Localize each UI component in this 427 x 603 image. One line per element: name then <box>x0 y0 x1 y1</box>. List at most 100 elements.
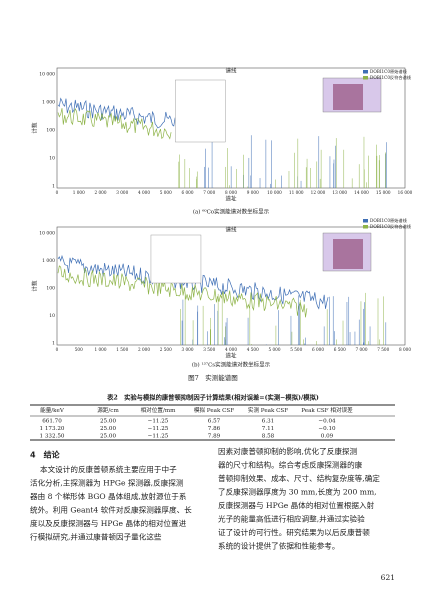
table-cell: 25.00 <box>100 426 116 432</box>
chart-title: 谱线 <box>225 67 237 75</box>
figure-caption: (b) ¹³⁷Cs实测能谱对数坐标显示 <box>192 361 271 369</box>
x-tick-label: 15 000 <box>376 190 391 195</box>
table-cell: 6.57 <box>208 419 221 425</box>
x-tick-label: 0 <box>56 190 59 195</box>
body-text: 器由 8 个梯形体 BGO 晶体组成,放射源位于系 <box>30 491 187 501</box>
body-text: 行模拟研究,并通过康普顿因子量化这些 <box>30 532 162 542</box>
figure-caption: (a) ⁶⁰Co实测能谱对数坐标显示 <box>193 208 270 216</box>
table-header: 源距/cm <box>97 406 119 414</box>
page-number: 621 <box>381 573 395 582</box>
table-cell: 7.86 <box>208 426 221 432</box>
y-tick-label: 100 <box>46 286 55 292</box>
inset-peak <box>333 239 363 269</box>
table-cell: 661.70 <box>42 419 62 425</box>
x-tick-label: 3 000 <box>182 347 194 352</box>
legend-label: DOBI1C0原始谱线 <box>370 217 408 224</box>
table-cell: −0.04 <box>318 419 336 425</box>
table-cell: −0.10 <box>318 426 336 432</box>
table-cell: 8.58 <box>262 434 275 440</box>
table-cell: 7.89 <box>208 434 221 440</box>
x-tick-label: 5 500 <box>290 347 302 352</box>
y-axis-label: 计数 <box>31 280 39 292</box>
x-tick-label: 5 000 <box>269 347 281 352</box>
legend-swatch <box>363 70 368 74</box>
info-box <box>175 79 226 143</box>
x-tick-label: 500 <box>75 347 83 352</box>
figure-label: 图7 实测能谱图 <box>188 373 238 382</box>
legend-swatch <box>363 219 368 223</box>
table-cell: 7.11 <box>262 426 274 432</box>
table-header: 相对位置/mm <box>141 406 177 414</box>
body-text: 了反康探测器厚度为 30 mm,长度为 200 mm, <box>218 487 377 497</box>
table-header: 模拟 Peak CSF <box>194 406 234 414</box>
body-text: 反康探测器与 HPGe 晶体的相对位置根据入射 <box>218 500 375 510</box>
info-box <box>150 234 202 284</box>
legend-swatch <box>363 225 368 229</box>
legend-swatch <box>363 76 368 80</box>
x-tick-label: 1 000 <box>95 347 107 352</box>
x-axis-label: 道址 <box>225 195 237 203</box>
body-text: 系统的设计提供了依据和性能参考。 <box>218 541 340 551</box>
x-tick-label: 6 500 <box>334 347 346 352</box>
x-tick-label: 2 000 <box>95 190 107 195</box>
x-tick-label: 3 500 <box>203 347 215 352</box>
body-text: 统外。利用 Geant4 软件对反康探测器厚度、长 <box>30 505 192 515</box>
x-tick-label: 16 000 <box>398 190 413 195</box>
x-tick-label: 5 000 <box>160 190 172 195</box>
y-tick-label: 10 <box>49 156 55 162</box>
x-tick-label: 6 000 <box>182 190 194 195</box>
table-cell: −11.25 <box>148 434 169 440</box>
x-tick-label: 4 500 <box>247 347 259 352</box>
table-cell: 25.00 <box>100 434 116 440</box>
x-tick-label: 4 000 <box>138 190 150 195</box>
y-axis-label: 计数 <box>31 122 39 134</box>
x-tick-label: 6 000 <box>312 347 324 352</box>
x-tick-label: 13 000 <box>332 190 347 195</box>
x-tick-label: 9 000 <box>247 190 259 195</box>
x-tick-label: 7 000 <box>203 190 215 195</box>
chart-title: 谱线 <box>225 226 237 234</box>
body-text: 本文设计的反康普顿系统主要应用于中子 <box>40 464 177 474</box>
x-tick-label: 12 000 <box>311 190 326 195</box>
table-cell: 1 332.50 <box>40 434 65 440</box>
spectrum-line <box>57 97 179 131</box>
y-tick-label: 10 <box>49 313 55 319</box>
inset-peak <box>333 84 363 110</box>
x-tick-label: 10 000 <box>267 190 282 195</box>
table-cell: −11.25 <box>148 426 169 432</box>
y-tick-label: 1 000 <box>42 100 55 106</box>
table-header: 实测 Peak CSF <box>248 406 288 414</box>
table-cell: 6.31 <box>262 419 274 425</box>
body-text: 器的尺寸和结构。综合考虑反康探测器的康 <box>218 460 363 470</box>
spectrum-line <box>57 265 308 318</box>
table-header: Peak CSF 相对误差 <box>301 406 353 414</box>
x-tick-label: 8 000 <box>399 347 411 352</box>
y-tick-label: 10 000 <box>39 231 55 237</box>
table-cell: 0.09 <box>321 434 334 440</box>
x-tick-label: 8 000 <box>225 190 237 195</box>
x-tick-label: 11 000 <box>289 190 304 195</box>
x-tick-label: 1 000 <box>73 190 85 195</box>
x-tick-label: 4 000 <box>225 347 237 352</box>
body-text: 因素对康普顿抑制的影响,优化了反康探测 <box>218 446 358 456</box>
x-tick-label: 2 500 <box>160 347 172 352</box>
table-caption: 表2 实验与模拟的康普顿抑制因子计算结果(相对误差=(实测−模拟)/模拟) <box>107 393 319 402</box>
y-tick-label: 1 <box>52 341 55 347</box>
body-text: 普顿抑制效果、成本、尺寸、结构复杂度等,确定 <box>218 473 380 483</box>
x-tick-label: 14 000 <box>354 190 369 195</box>
body-text: 证了设计的可行性。研究结果为以后反康普顿 <box>218 527 370 537</box>
legend-label: DOBI1C0反符合谱线 <box>370 74 412 81</box>
legend-label: DOBI1C0反符合谱线 <box>370 223 412 230</box>
y-tick-label: 1 000 <box>42 258 55 264</box>
x-tick-label: 1 500 <box>116 347 128 352</box>
y-tick-label: 1 <box>52 184 55 190</box>
spectrum-line <box>57 107 172 140</box>
table-cell: 25.00 <box>100 419 116 425</box>
y-tick-label: 10 000 <box>39 72 55 78</box>
body-text: 光子的能量高低进行相应调整,并通过实验验 <box>218 514 365 524</box>
x-tick-label: 7 500 <box>377 347 389 352</box>
x-tick-label: 7 000 <box>356 347 368 352</box>
body-text: 度以及反康探测器与 HPGe 晶体的相对位置进 <box>30 518 187 528</box>
x-tick-label: 0 <box>56 347 59 352</box>
